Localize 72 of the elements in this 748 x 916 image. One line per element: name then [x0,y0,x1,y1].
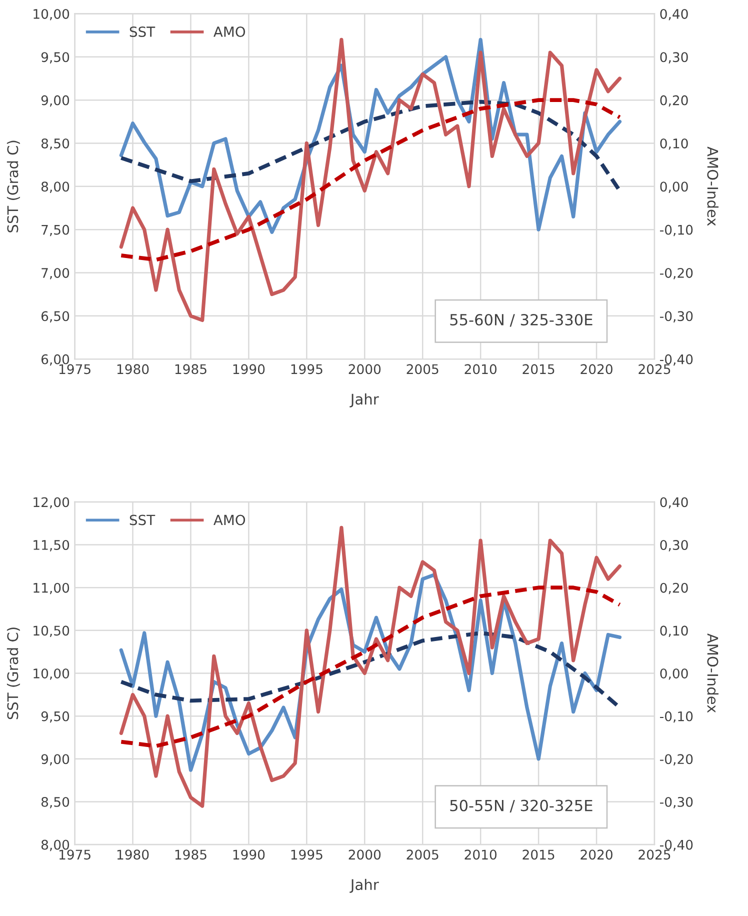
y2-axis-title: AMO-Index [707,146,718,226]
y2-tick-label: 0,30 [660,540,688,552]
y2-tick-label: -0,20 [660,754,693,766]
y-tick-label: 9,00 [41,95,70,107]
x-tick-label: 1990 [233,850,265,860]
y2-tick-label: 0,10 [660,138,688,150]
x-axis-title: Jahr [350,393,379,408]
y-tick-label: 11,50 [34,540,70,552]
x-tick-label: 2015 [522,850,554,860]
y2-tick-label: 0,00 [660,182,688,193]
y2-tick-label: 0,30 [660,52,688,64]
y-tick-label: 10,00 [34,668,70,680]
y2-tick-label: -0,40 [660,840,693,852]
x-tick-label: 2005 [406,850,438,860]
line-series [119,586,622,748]
x-tick-label: 2025 [638,850,670,860]
y-tick-label: 10,00 [34,8,70,20]
y-tick-label: 11,00 [34,582,70,594]
y2-tick-label: 0,20 [660,95,688,107]
x-tick-label: 1990 [233,364,265,374]
x-tick-label: 1995 [291,850,322,860]
x-axis-title: Jahr [350,878,379,893]
y-tick-label: 8,00 [41,840,70,852]
y-tick-label: 8,00 [41,182,70,193]
y2-tick-label: -0,10 [660,711,693,723]
y-tick-label: 6,50 [41,311,70,322]
y-tick-label: 10,50 [34,626,70,637]
y-tick-label: 9,50 [41,52,70,64]
y-axis-title: SST (Grad C) [6,140,20,232]
x-tick-label: 2020 [580,850,612,860]
y2-tick-label: -0,30 [660,796,693,808]
y-tick-label: 7,00 [42,268,70,280]
x-tick-label: 1980 [117,850,149,860]
x-tick-label: 2005 [406,364,438,374]
x-tick-label: 1975 [59,364,90,374]
y-tick-label: 6,00 [41,354,70,366]
y2-tick-label: -0,10 [660,224,693,236]
legend-label: AMO [214,26,246,37]
legend-label: AMO [214,514,246,526]
y-tick-label: 12,00 [34,497,70,509]
y-tick-label: 8,50 [41,138,70,150]
legend-label: SST [130,26,156,37]
x-tick-label: 1985 [175,364,206,374]
x-tick-label: 2010 [464,364,497,374]
x-tick-label: 2000 [348,850,381,860]
line-series [119,98,622,262]
y2-tick-label: 0,10 [660,626,688,637]
y2-tick-label: -0,20 [660,268,693,280]
x-tick-label: 1975 [59,850,90,860]
y2-tick-label: 0,40 [660,8,688,20]
x-tick-label: 1980 [117,364,149,374]
x-tick-label: 2020 [580,364,612,374]
y-tick-label: 8,50 [41,796,70,808]
y-tick-label: 9,00 [41,754,70,766]
x-tick-label: 1995 [291,364,322,374]
x-tick-label: 1985 [175,850,206,860]
x-tick-label: 2025 [638,364,670,374]
y-tick-label: 9,50 [41,711,70,723]
x-tick-label: 2010 [464,850,497,860]
y2-tick-label: -0,30 [660,311,693,322]
y2-axis-title: AMO-Index [707,633,718,713]
legend-label: SST [130,514,156,526]
x-tick-label: 2000 [348,364,381,374]
annotation: 55-60N / 325-330E [450,314,592,327]
annotation: 50-55N / 320-325E [450,800,592,812]
x-tick-label: 2015 [522,364,554,374]
y2-tick-label: 0,20 [660,582,688,594]
y2-tick-label: 0,00 [660,668,688,680]
y2-tick-label: 0,40 [660,497,688,509]
y-axis-title: SST (Grad C) [6,628,20,720]
y-tick-label: 7,50 [42,224,70,236]
y2-tick-label: -0,40 [660,354,693,366]
